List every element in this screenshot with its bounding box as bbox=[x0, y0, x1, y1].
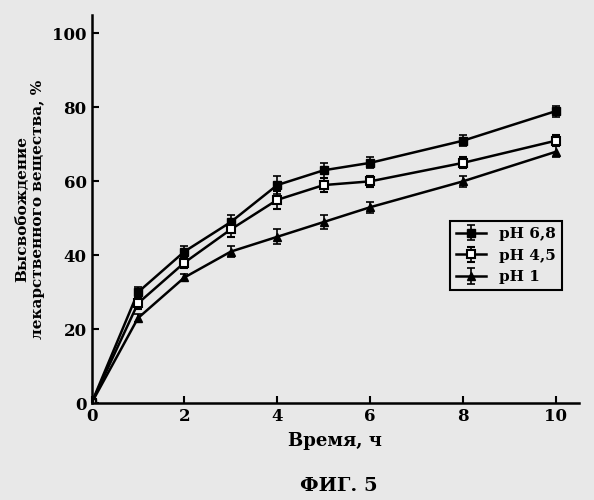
Text: ФИГ. 5: ФИГ. 5 bbox=[300, 477, 377, 495]
Legend: pH 6,8, pH 4,5, pH 1: pH 6,8, pH 4,5, pH 1 bbox=[450, 221, 561, 290]
X-axis label: Время, ч: Время, ч bbox=[288, 432, 382, 450]
Y-axis label: Высвобождение
лекарственного вещества, %: Высвобождение лекарственного вещества, % bbox=[15, 80, 45, 338]
